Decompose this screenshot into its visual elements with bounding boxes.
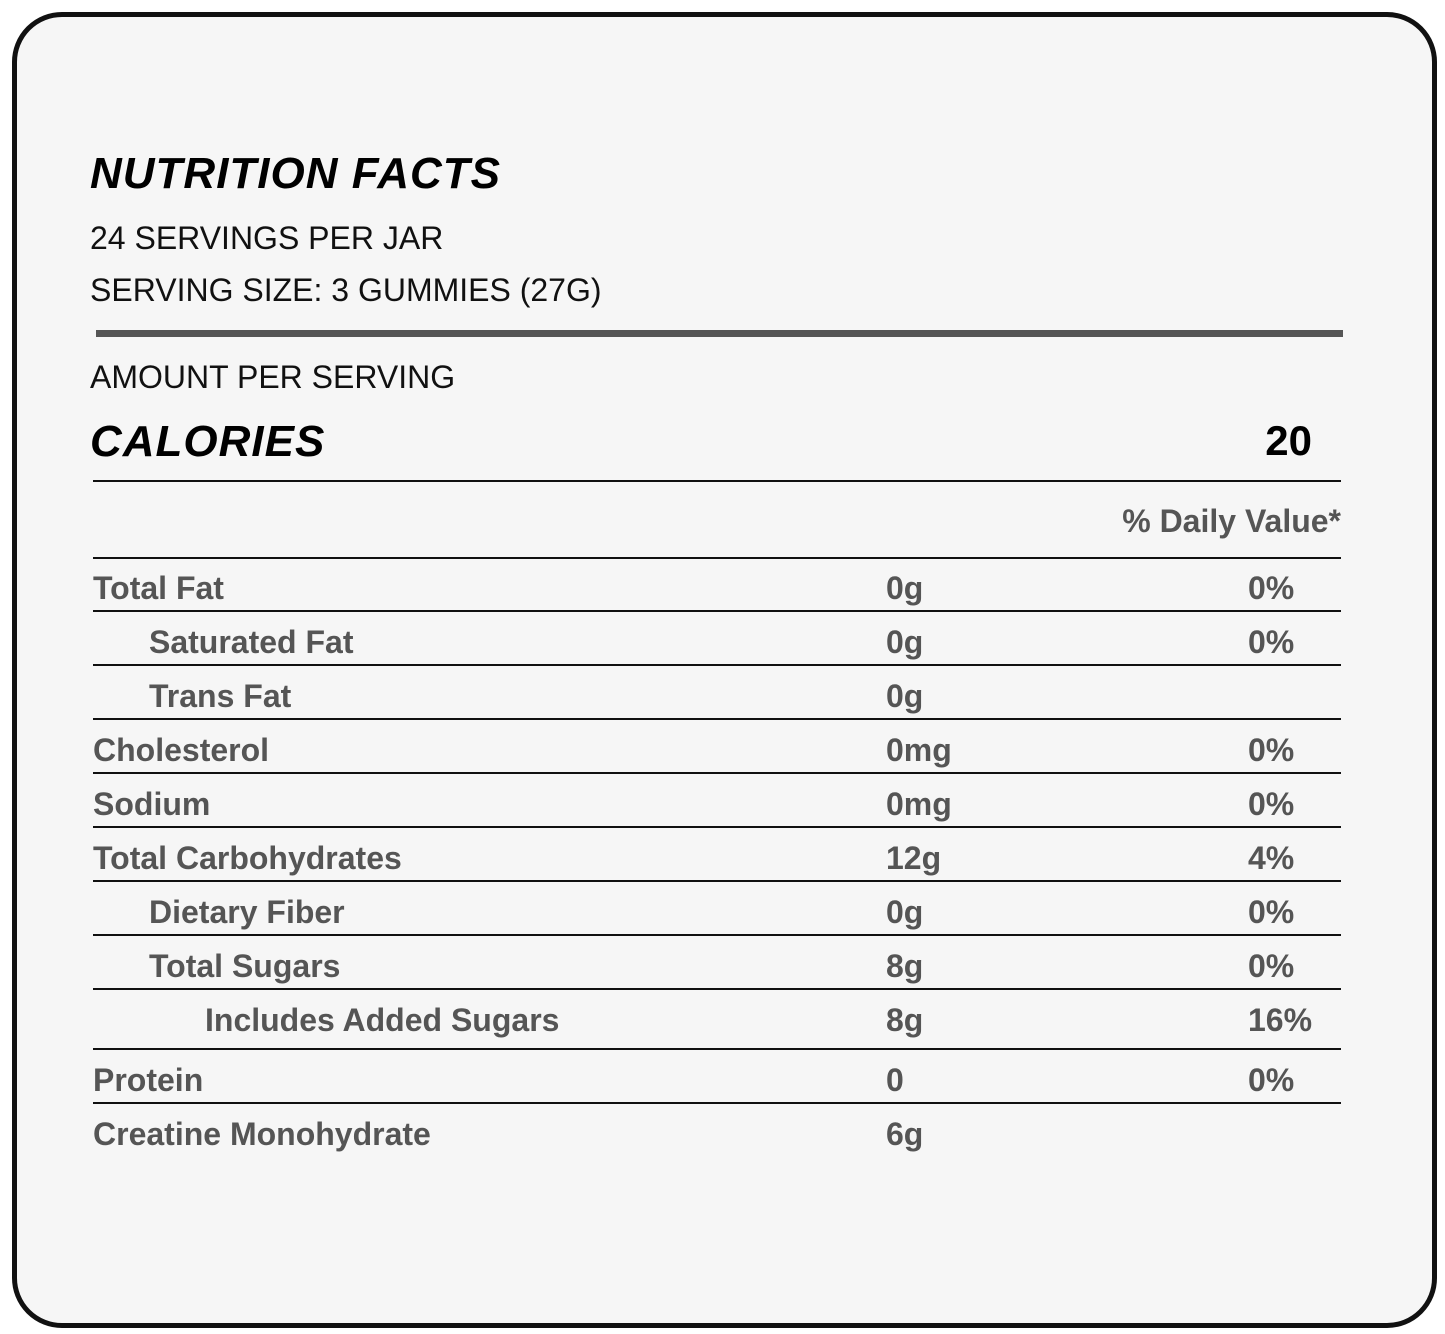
nutrient-name: Includes Added Sugars — [205, 1002, 560, 1038]
nutrient-name: Protein — [93, 1062, 204, 1098]
rule — [93, 1102, 1341, 1104]
title: NUTRITION FACTS — [90, 149, 501, 198]
amount-label: AMOUNT PER SERVING — [90, 359, 456, 395]
nutrient-name: Total Sugars — [149, 948, 341, 984]
daily-value: 0% — [1248, 624, 1295, 660]
daily-value: 0% — [1248, 786, 1295, 822]
rule — [93, 988, 1341, 990]
calories-value: 20 — [1265, 417, 1312, 464]
nutrient-amount: 0g — [886, 678, 924, 714]
rule — [93, 1048, 1341, 1050]
nutrient-amount: 0mg — [886, 786, 952, 822]
rule — [93, 826, 1341, 828]
rule — [93, 610, 1341, 612]
nutrient-name: Creatine Monohydrate — [93, 1116, 431, 1152]
nutrient-amount: 12g — [886, 840, 942, 876]
nutrient-amount: 0g — [886, 570, 924, 606]
daily-value: 0% — [1248, 570, 1295, 606]
nutrient-name: Trans Fat — [149, 678, 292, 714]
rule — [93, 480, 1341, 482]
daily-value: 4% — [1248, 840, 1295, 876]
nutrient-name: Dietary Fiber — [149, 894, 345, 930]
nutrient-amount: 0mg — [886, 732, 952, 768]
thick-rule — [96, 330, 1343, 337]
calories-label: CALORIES — [90, 417, 326, 466]
label-card — [12, 12, 1437, 1328]
nutrient-amount: 0g — [886, 894, 924, 930]
daily-value: 0% — [1248, 948, 1295, 984]
daily-value: 0% — [1248, 732, 1295, 768]
daily-value: 16% — [1248, 1002, 1313, 1038]
servings: 24 SERVINGS PER JAR — [90, 220, 444, 256]
daily-value: 0% — [1248, 894, 1295, 930]
nutrient-amount: 8g — [886, 1002, 924, 1038]
rule — [93, 772, 1341, 774]
serving-size: SERVING SIZE: 3 GUMMIES (27G) — [90, 272, 602, 308]
rule — [93, 934, 1341, 936]
daily-value-header: % Daily Value* — [1122, 503, 1341, 539]
nutrient-amount: 8g — [886, 948, 924, 984]
daily-value: 0% — [1248, 1062, 1295, 1098]
rule — [93, 880, 1341, 882]
rule — [93, 664, 1341, 666]
rule — [93, 557, 1341, 559]
nutrient-name: Saturated Fat — [149, 624, 354, 660]
nutrient-amount: 6g — [886, 1116, 924, 1152]
rule — [93, 718, 1341, 720]
nutrient-amount: 0 — [886, 1062, 904, 1098]
nutrient-name: Cholesterol — [93, 732, 270, 768]
nutrient-name: Total Carbohydrates — [93, 840, 402, 876]
nutrient-name: Total Fat — [93, 570, 224, 606]
nutrient-amount: 0g — [886, 624, 924, 660]
nutrient-name: Sodium — [93, 786, 211, 822]
